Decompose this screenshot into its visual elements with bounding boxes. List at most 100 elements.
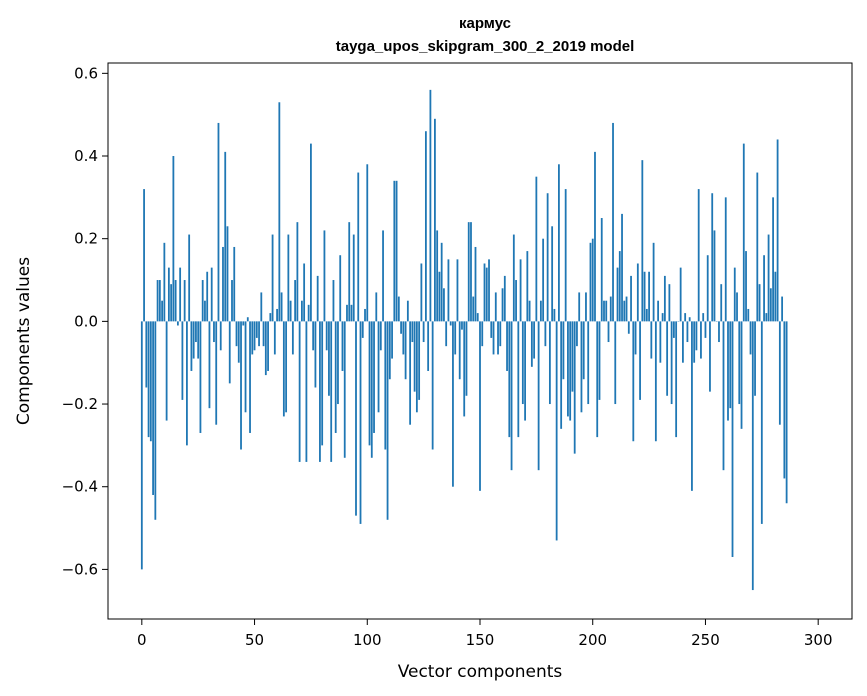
bar-64 (285, 321, 288, 413)
bar-253 (711, 193, 714, 322)
bar-163 (508, 321, 511, 438)
bar-22 (190, 321, 193, 371)
bar-250 (704, 321, 707, 338)
y-tick-label: −0.6 (62, 560, 98, 578)
bar-155 (490, 321, 493, 338)
bar-240 (682, 321, 684, 363)
bar-118 (406, 300, 409, 322)
bar-45 (242, 321, 245, 326)
bar-72 (303, 263, 306, 322)
x-tick-label: 150 (466, 631, 495, 649)
bar-32 (213, 321, 215, 343)
bar-191 (571, 321, 574, 392)
bar-204 (600, 218, 603, 322)
bar-276 (763, 255, 765, 322)
bar-74 (307, 304, 310, 322)
bar-200 (591, 238, 594, 322)
bar-195 (580, 321, 583, 413)
bar-241 (684, 313, 687, 322)
bar-218 (632, 321, 635, 442)
bar-109 (386, 321, 389, 520)
bar-142 (461, 321, 463, 330)
bar-285 (783, 321, 786, 479)
bar-222 (641, 160, 644, 322)
x-tick-label: 200 (578, 631, 607, 649)
bar-124 (420, 263, 423, 322)
bar-134 (443, 288, 445, 322)
bar-247 (697, 189, 700, 322)
bar-139 (454, 321, 457, 355)
bar-196 (582, 321, 585, 380)
bar-251 (706, 255, 709, 322)
bar-199 (589, 242, 592, 322)
bar-202 (596, 321, 599, 438)
bar-141 (458, 321, 461, 380)
bar-88 (339, 255, 342, 322)
bar-66 (289, 300, 292, 322)
bar-226 (650, 321, 653, 359)
bar-9 (161, 300, 164, 322)
bar-173 (530, 321, 533, 367)
bar-180 (546, 193, 549, 322)
bar-99 (364, 308, 366, 322)
y-ticks: −0.6 −0.4 −0.2 0.0 0.2 0.4 0.6 (62, 64, 108, 578)
bar-171 (526, 251, 529, 322)
bar-144 (465, 321, 468, 396)
x-tick-label: 100 (353, 631, 382, 649)
bar-30 (208, 321, 211, 409)
bar-52 (258, 321, 260, 347)
bar-31 (210, 267, 213, 322)
bar-186 (560, 321, 563, 429)
bar-252 (709, 321, 711, 392)
bar-114 (397, 296, 400, 322)
bar-87 (337, 321, 339, 405)
bar-85 (332, 280, 335, 322)
bar-44 (240, 321, 242, 450)
bar-157 (494, 292, 497, 322)
bar-194 (578, 292, 581, 322)
bar-140 (456, 259, 459, 322)
bar-246 (695, 321, 698, 351)
bar-212 (618, 251, 621, 322)
bar-244 (691, 321, 693, 491)
bar-201 (594, 151, 596, 322)
bar-146 (470, 222, 472, 322)
bar-37 (224, 151, 227, 322)
bar-112 (393, 180, 396, 322)
bar-219 (634, 321, 637, 355)
bar-96 (357, 172, 360, 322)
bar-126 (424, 131, 427, 322)
bar-161 (503, 275, 506, 322)
bar-77 (314, 321, 317, 388)
bar-94 (352, 234, 355, 322)
bar-92 (348, 222, 351, 322)
bar-50 (253, 321, 256, 351)
bar-71 (300, 300, 303, 322)
bar-154 (488, 259, 490, 322)
bar-93 (350, 304, 353, 322)
bar-275 (760, 321, 763, 524)
bar-36 (222, 246, 224, 322)
bar-138 (452, 321, 454, 487)
bar-128 (429, 89, 432, 322)
bars-group (140, 89, 788, 591)
bar-262 (731, 321, 734, 557)
bar-269 (747, 308, 750, 322)
x-tick-label: 300 (804, 631, 833, 649)
bar-164 (510, 321, 513, 471)
bar-259 (724, 197, 727, 322)
bar-5 (152, 321, 154, 495)
bar-270 (749, 321, 752, 355)
x-ticks: 0 50 100 150 200 250 300 (137, 619, 833, 649)
bar-63 (282, 321, 285, 417)
bar-51 (255, 321, 258, 338)
bar-210 (614, 321, 617, 405)
bar-60 (276, 308, 278, 322)
bar-111 (391, 321, 393, 359)
y-tick-label: −0.2 (62, 395, 98, 413)
bar-214 (623, 300, 626, 322)
bar-91 (346, 304, 348, 322)
bar-278 (767, 234, 770, 322)
bar-80 (321, 321, 324, 446)
